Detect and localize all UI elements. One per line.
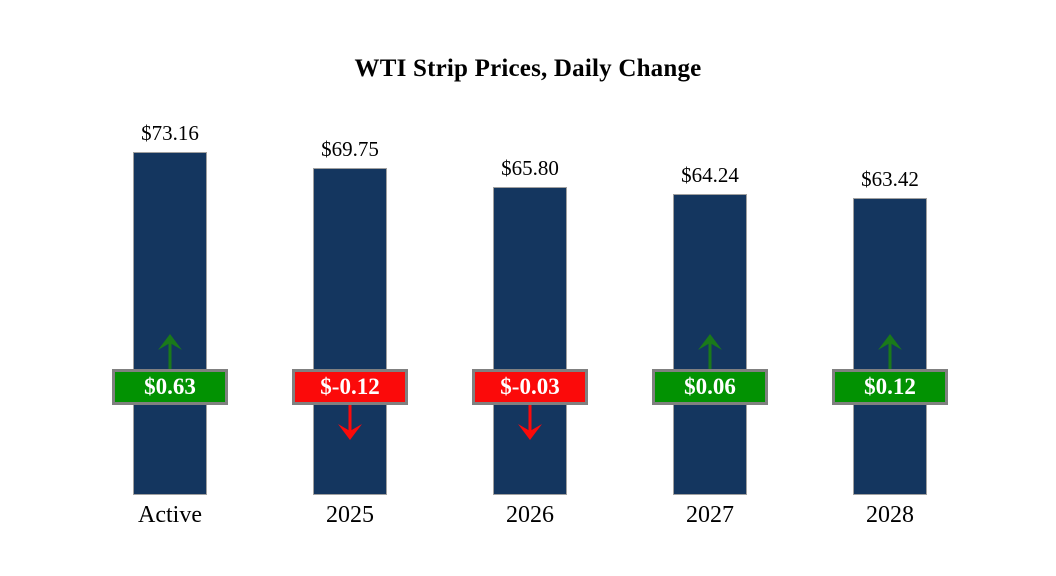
price-label: $69.75 [321, 137, 379, 161]
up-arrow-icon [873, 334, 907, 369]
category-label: Active [138, 502, 202, 528]
price-bar [493, 187, 567, 495]
category-label: 2025 [326, 502, 374, 528]
change-badge: $-0.03 [472, 369, 588, 405]
price-label: $63.42 [861, 167, 919, 191]
change-badge: $0.63 [112, 369, 228, 405]
change-badge: $-0.12 [292, 369, 408, 405]
down-arrow-icon [513, 405, 547, 440]
change-badge: $0.12 [832, 369, 948, 405]
change-badge: $0.06 [652, 369, 768, 405]
price-label: $73.16 [141, 121, 199, 145]
price-bar [133, 152, 207, 495]
up-arrow-icon [693, 334, 727, 369]
category-label: 2026 [506, 502, 554, 528]
price-label: $64.24 [681, 163, 739, 187]
price-label: $65.80 [501, 156, 559, 180]
price-bar [313, 168, 387, 495]
down-arrow-icon [333, 405, 367, 440]
category-label: 2028 [866, 502, 914, 528]
category-label: 2027 [686, 502, 734, 528]
chart-title: WTI Strip Prices, Daily Change [354, 55, 702, 82]
up-arrow-icon [153, 334, 187, 369]
